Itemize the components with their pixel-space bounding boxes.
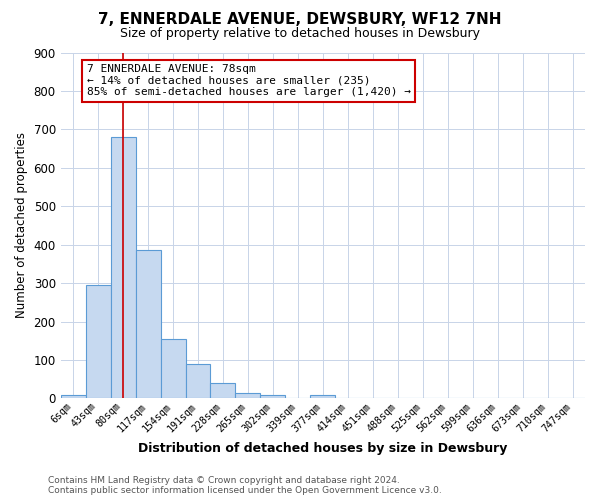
X-axis label: Distribution of detached houses by size in Dewsbury: Distribution of detached houses by size … [138, 442, 508, 455]
Bar [161, 339, 185, 398]
Bar [310, 394, 335, 398]
Y-axis label: Number of detached properties: Number of detached properties [15, 132, 28, 318]
Bar [260, 394, 286, 398]
Text: 7 ENNERDALE AVENUE: 78sqm
← 14% of detached houses are smaller (235)
85% of semi: 7 ENNERDALE AVENUE: 78sqm ← 14% of detac… [87, 64, 411, 97]
Text: Contains HM Land Registry data © Crown copyright and database right 2024.: Contains HM Land Registry data © Crown c… [48, 476, 400, 485]
Bar [110, 137, 136, 398]
Bar [211, 383, 235, 398]
Bar [61, 394, 86, 398]
Bar [235, 392, 260, 398]
Bar [185, 364, 211, 398]
Text: Size of property relative to detached houses in Dewsbury: Size of property relative to detached ho… [120, 28, 480, 40]
Text: Contains public sector information licensed under the Open Government Licence v3: Contains public sector information licen… [48, 486, 442, 495]
Text: 7, ENNERDALE AVENUE, DEWSBURY, WF12 7NH: 7, ENNERDALE AVENUE, DEWSBURY, WF12 7NH [98, 12, 502, 28]
Bar [86, 285, 110, 399]
Bar [136, 250, 161, 398]
